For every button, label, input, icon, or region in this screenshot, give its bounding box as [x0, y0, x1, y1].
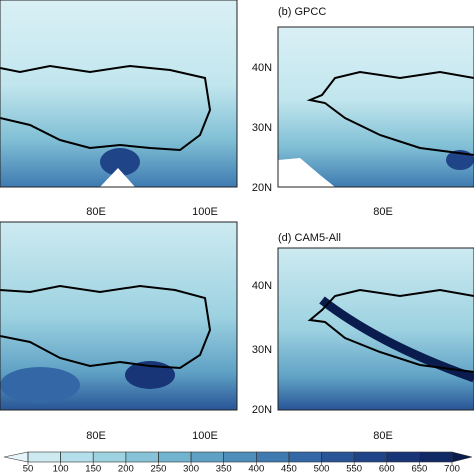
y-tick-label: 20N — [252, 182, 272, 194]
colorbar-tick-label: 400 — [248, 464, 264, 474]
map-panel — [0, 221, 238, 411]
y-tick-label: 30N — [252, 344, 272, 356]
colorbar-swatch — [60, 451, 94, 463]
y-tick-label: 40N — [252, 280, 272, 292]
colorbar-tick-label: 150 — [85, 464, 101, 474]
colorbar-swatch — [92, 451, 127, 463]
x-tick-label: 80E — [86, 206, 106, 218]
colorbar-tick-label: 300 — [183, 464, 199, 474]
y-tick-label: 40N — [252, 62, 272, 74]
map-panel — [277, 247, 474, 411]
colorbar-tick-label: 650 — [411, 464, 427, 474]
map-panel — [0, 0, 238, 188]
x-tick-label: 80E — [86, 430, 106, 442]
colorbar-end — [3, 451, 29, 463]
map-panel — [277, 26, 474, 188]
colorbar-swatch — [190, 451, 224, 463]
colorbar-tick-label: 250 — [151, 464, 167, 474]
x-tick-label: 100E — [192, 206, 218, 218]
x-tick-label: 80E — [373, 206, 393, 218]
x-tick-label: 80E — [373, 430, 393, 442]
colorbar-swatch — [158, 451, 192, 463]
colorbar-swatch — [223, 451, 257, 463]
colorbar-swatch — [419, 451, 453, 463]
panel-title: (d) CAM5-All — [278, 232, 341, 244]
colorbar-swatch — [125, 451, 159, 463]
colorbar-tick-label: 700 — [444, 464, 460, 474]
x-tick-label: 100E — [192, 430, 218, 442]
colorbar-tick-label: 500 — [314, 464, 330, 474]
y-tick-label: 30N — [252, 122, 272, 134]
colorbar-swatch — [321, 451, 355, 463]
colorbar-swatch — [386, 451, 420, 463]
colorbar-tick-label: 350 — [216, 464, 232, 474]
colorbar-tick-label: 100 — [53, 464, 69, 474]
colorbar-tick-label: 450 — [281, 464, 297, 474]
colorbar-swatch — [256, 451, 290, 463]
colorbar-tick-label: 600 — [379, 464, 395, 474]
colorbar-end — [451, 451, 473, 463]
colorbar-tick-label: 50 — [23, 464, 34, 474]
colorbar-swatch — [288, 451, 322, 463]
y-tick-label: 20N — [252, 404, 272, 416]
colorbar-tick-label: 200 — [118, 464, 134, 474]
colorbar-tick-label: 550 — [346, 464, 362, 474]
colorbar-swatch — [27, 451, 61, 463]
colorbar-swatch — [353, 451, 388, 463]
panel-title: (b) GPCC — [278, 6, 326, 18]
